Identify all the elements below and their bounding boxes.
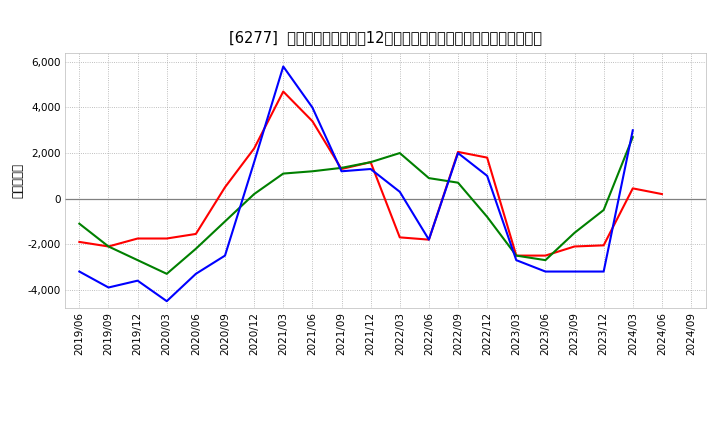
投資CF [75,221,84,226]
フリーCF [250,160,258,165]
投資CF [629,135,637,140]
営業CF [366,160,375,165]
営業CF [454,149,462,154]
営業CF [308,118,317,124]
フリーCF [75,269,84,274]
投資CF [512,253,521,258]
営業CF [250,146,258,151]
投資CF [599,207,608,213]
営業CF [192,231,200,237]
フリーCF [192,271,200,276]
フリーCF [395,189,404,194]
営業CF [541,253,550,258]
投資CF [133,257,142,263]
フリーCF [599,269,608,274]
フリーCF [483,173,492,179]
フリーCF [337,169,346,174]
投資CF [425,176,433,181]
フリーCF [629,128,637,133]
フリーCF [512,257,521,263]
フリーCF [308,105,317,110]
フリーCF [570,269,579,274]
営業CF [395,235,404,240]
投資CF [104,244,113,249]
投資CF [395,150,404,156]
Line: 営業CF: 営業CF [79,92,662,256]
営業CF [629,186,637,191]
投資CF [454,180,462,185]
営業CF [657,191,666,197]
フリーCF [366,166,375,172]
フリーCF [220,253,229,258]
投資CF [366,160,375,165]
営業CF [220,185,229,190]
投資CF [337,165,346,171]
投資CF [250,191,258,197]
営業CF [133,236,142,241]
投資CF [163,271,171,276]
フリーCF [104,285,113,290]
投資CF [279,171,287,176]
営業CF [483,155,492,160]
営業CF [163,236,171,241]
Line: フリーCF: フリーCF [79,66,633,301]
投資CF [570,230,579,235]
フリーCF [454,150,462,156]
フリーCF [279,64,287,69]
投資CF [483,214,492,220]
営業CF [279,89,287,94]
Title: [6277]  キャッシュフローの12か月移動合計の対前年同期増減額の推移: [6277] キャッシュフローの12か月移動合計の対前年同期増減額の推移 [229,29,541,45]
営業CF [570,244,579,249]
投資CF [192,246,200,251]
営業CF [75,239,84,245]
フリーCF [541,269,550,274]
フリーCF [133,278,142,283]
営業CF [337,166,346,172]
営業CF [425,237,433,242]
Line: 投資CF: 投資CF [79,137,633,274]
フリーCF [163,298,171,304]
投資CF [220,219,229,224]
投資CF [308,169,317,174]
投資CF [541,257,550,263]
営業CF [599,243,608,248]
Y-axis label: （百万円）: （百万円） [12,163,24,198]
営業CF [104,244,113,249]
営業CF [512,253,521,258]
フリーCF [425,237,433,242]
